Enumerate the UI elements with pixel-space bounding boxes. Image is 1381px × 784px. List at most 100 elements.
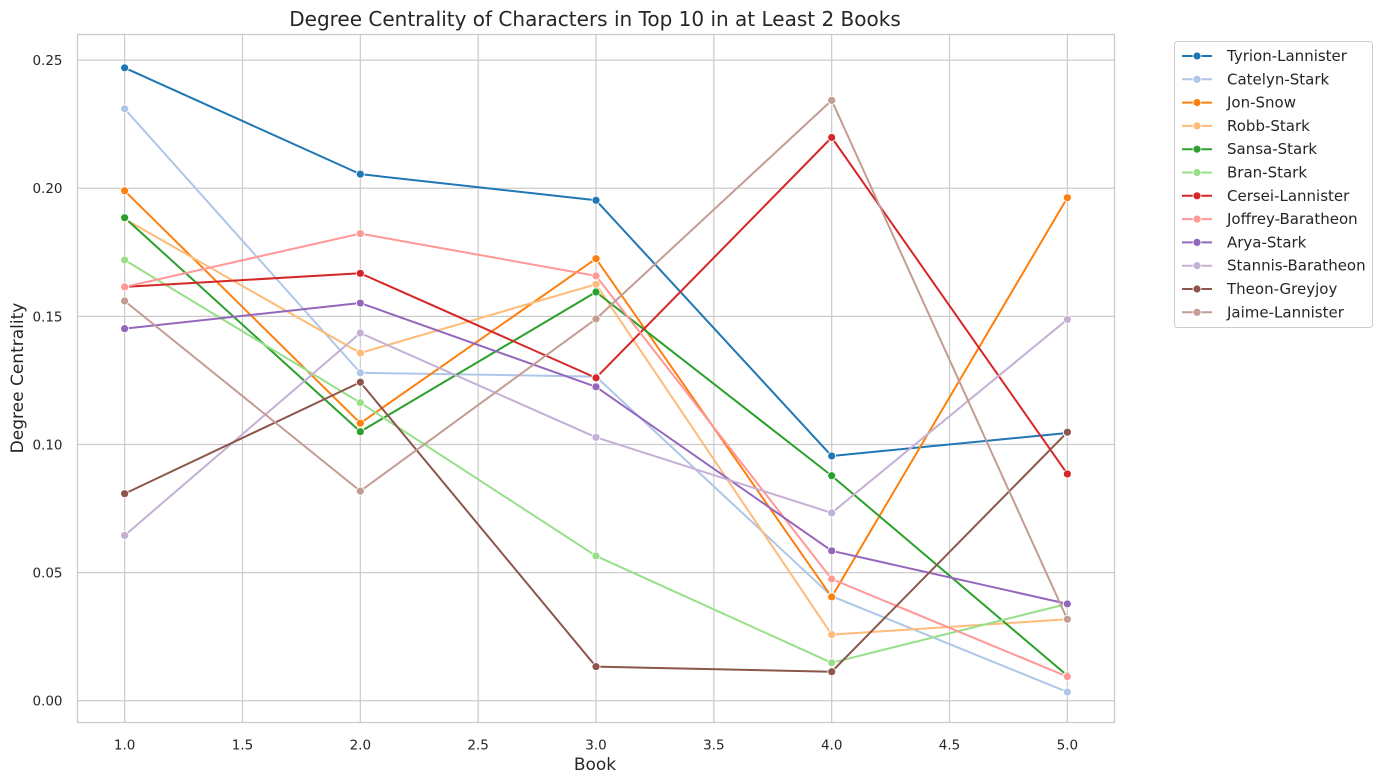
data-point xyxy=(355,348,365,358)
x-tick-label: 4.5 xyxy=(939,738,960,754)
y-tick-label: 0.20 xyxy=(32,181,62,197)
data-point xyxy=(827,630,837,640)
data-point xyxy=(355,328,365,338)
x-tick-label: 1.0 xyxy=(114,738,135,754)
data-point xyxy=(355,427,365,437)
data-point xyxy=(1062,672,1072,682)
data-point xyxy=(120,296,130,306)
plot-frame xyxy=(76,33,1116,724)
legend-box xyxy=(1174,41,1373,328)
data-point xyxy=(827,574,837,584)
legend-label: Theon-Greyjoy xyxy=(1226,280,1337,298)
data-point xyxy=(120,63,130,73)
legend-label: Stannis-Baratheon xyxy=(1227,257,1366,275)
data-point xyxy=(1062,687,1072,697)
legend-swatch-marker xyxy=(1192,168,1202,177)
legend-swatch-marker xyxy=(1192,214,1202,224)
data-point xyxy=(591,287,601,297)
data-point xyxy=(120,213,130,223)
legend-swatch-marker xyxy=(1192,51,1202,61)
y-axis-label: Degree Centrality xyxy=(8,303,28,454)
legend: Tyrion-Lannister Catelyn-Stark Jon-Snow Rob… xyxy=(1182,47,1366,321)
data-point xyxy=(827,667,837,677)
data-point xyxy=(355,268,365,278)
data-point xyxy=(1062,427,1072,437)
legend-swatch-marker xyxy=(1192,144,1202,154)
data-point xyxy=(120,324,130,334)
data-point xyxy=(1062,315,1072,324)
data-point xyxy=(355,298,365,308)
data-point xyxy=(827,546,837,556)
data-point xyxy=(355,398,365,408)
data-point xyxy=(120,282,130,292)
y-tick-label: 0.15 xyxy=(32,309,62,325)
data-point xyxy=(591,271,601,281)
y-tick-labels: 0.00 0.05 0.10 0.15 0.20 0.25 xyxy=(32,53,62,710)
data-point xyxy=(120,186,130,196)
data-point xyxy=(1062,599,1072,609)
chart-title: Degree Centrality of Characters in Top 1… xyxy=(289,7,901,31)
legend-swatch-marker xyxy=(1192,261,1202,271)
data-point xyxy=(1062,193,1072,203)
x-tick-label: 4.0 xyxy=(821,738,842,754)
data-point xyxy=(355,377,365,387)
data-point xyxy=(591,662,601,672)
data-point xyxy=(827,451,837,461)
data-point xyxy=(591,314,601,324)
legend-swatch-marker xyxy=(1192,307,1202,317)
legend-label: Robb-Stark xyxy=(1227,117,1310,135)
x-tick-label: 3.0 xyxy=(585,738,606,754)
x-axis-label: Book xyxy=(574,755,616,775)
legend-label: Jon-Snow xyxy=(1226,94,1296,112)
y-tick-label: 0.10 xyxy=(32,437,62,453)
data-point xyxy=(827,592,837,602)
data-point xyxy=(591,254,601,264)
data-point xyxy=(591,382,601,392)
x-tick-label: 1.5 xyxy=(232,738,253,754)
legend-swatch-marker xyxy=(1192,191,1202,201)
x-tick-label: 3.5 xyxy=(703,738,724,754)
data-point xyxy=(355,486,365,496)
data-point xyxy=(827,508,837,518)
legend-swatch-marker xyxy=(1192,121,1202,131)
data-point xyxy=(355,169,365,179)
data-point xyxy=(591,195,601,205)
legend-swatch-marker xyxy=(1192,74,1202,84)
data-point xyxy=(120,104,130,114)
data-point xyxy=(355,229,365,238)
data-point xyxy=(591,551,601,561)
data-point xyxy=(827,133,837,142)
legend-label: Tyrion-Lannister xyxy=(1226,47,1348,65)
data-point xyxy=(827,658,837,668)
data-point xyxy=(591,279,601,289)
data-point xyxy=(827,471,837,481)
x-tick-label: 2.5 xyxy=(467,738,488,754)
y-tick-label: 0.25 xyxy=(32,53,62,69)
legend-label: Catelyn-Stark xyxy=(1227,70,1330,88)
data-point xyxy=(120,255,130,265)
data-point xyxy=(1062,469,1072,479)
data-point xyxy=(355,418,365,428)
legend-label: Arya-Stark xyxy=(1227,233,1307,251)
data-point xyxy=(120,489,130,499)
data-point xyxy=(827,95,837,105)
series-markers xyxy=(120,63,1072,697)
legend-label: Sansa-Stark xyxy=(1227,140,1317,158)
x-tick-label: 2.0 xyxy=(350,738,371,754)
legend-swatch-marker xyxy=(1192,98,1202,107)
data-point xyxy=(591,432,601,442)
legend-label: Bran-Stark xyxy=(1227,164,1307,182)
data-point xyxy=(1062,614,1072,624)
legend-label: Cersei-Lannister xyxy=(1227,187,1350,205)
x-tick-label: 5.0 xyxy=(1057,738,1078,754)
x-tick-labels: 1.0 1.5 2.0 2.5 3.0 3.5 4.0 4.5 5.0 xyxy=(114,738,1078,754)
data-point xyxy=(120,531,130,540)
y-tick-label: 0.00 xyxy=(32,694,62,710)
data-point xyxy=(355,368,365,378)
legend-swatch-marker xyxy=(1192,237,1202,247)
y-tick-label: 0.05 xyxy=(32,566,62,582)
legend-swatch-marker xyxy=(1192,284,1202,294)
legend-label: Joffrey-Baratheon xyxy=(1226,210,1358,228)
legend-label: Jaime-Lannister xyxy=(1226,303,1345,321)
